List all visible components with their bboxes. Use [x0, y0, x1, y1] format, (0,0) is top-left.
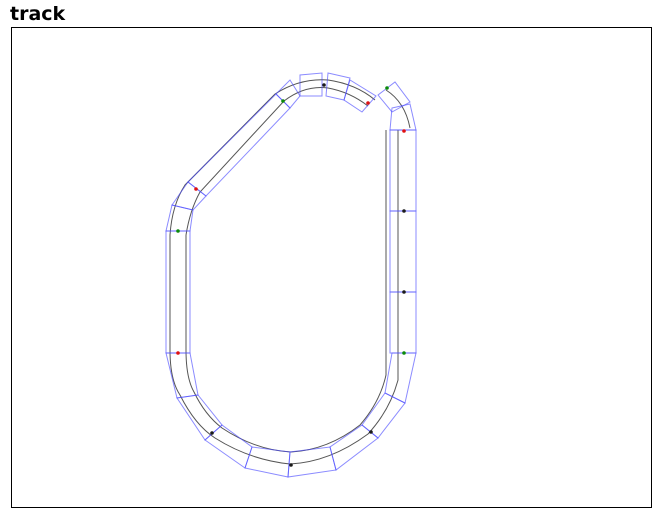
segment-curve-8 — [384, 352, 417, 404]
segment-right-curve — [389, 103, 417, 131]
segment-top-3 — [325, 72, 351, 101]
joint-marker — [402, 209, 406, 213]
joint-marker — [366, 101, 370, 105]
segment-right-1 — [389, 129, 417, 212]
segment-diagonal — [187, 93, 291, 197]
segment-right-2 — [389, 210, 417, 293]
joint-marker — [385, 86, 389, 90]
joint-marker — [210, 431, 214, 435]
joint-markers — [176, 83, 406, 467]
joint-marker — [369, 430, 373, 434]
segment-curve-4 — [244, 446, 291, 478]
joint-marker — [322, 83, 326, 87]
joint-marker — [289, 463, 293, 467]
joint-marker — [281, 99, 285, 103]
joint-marker — [176, 351, 180, 355]
joint-marker — [194, 187, 198, 191]
joint-marker — [402, 290, 406, 294]
segment-gap-piece — [377, 81, 411, 113]
track-segments — [165, 72, 417, 478]
track-rails — [169, 79, 411, 465]
joint-marker — [176, 229, 180, 233]
segment-top-4 — [343, 79, 377, 113]
segment-top-2 — [299, 72, 323, 97]
segment-upper-2 — [171, 181, 207, 211]
segment-curve-5 — [287, 446, 337, 478]
panel-title: track — [10, 3, 66, 25]
joint-marker — [402, 351, 406, 355]
joint-marker — [402, 129, 406, 133]
track-canvas — [11, 27, 652, 508]
segment-right-3 — [389, 291, 417, 354]
